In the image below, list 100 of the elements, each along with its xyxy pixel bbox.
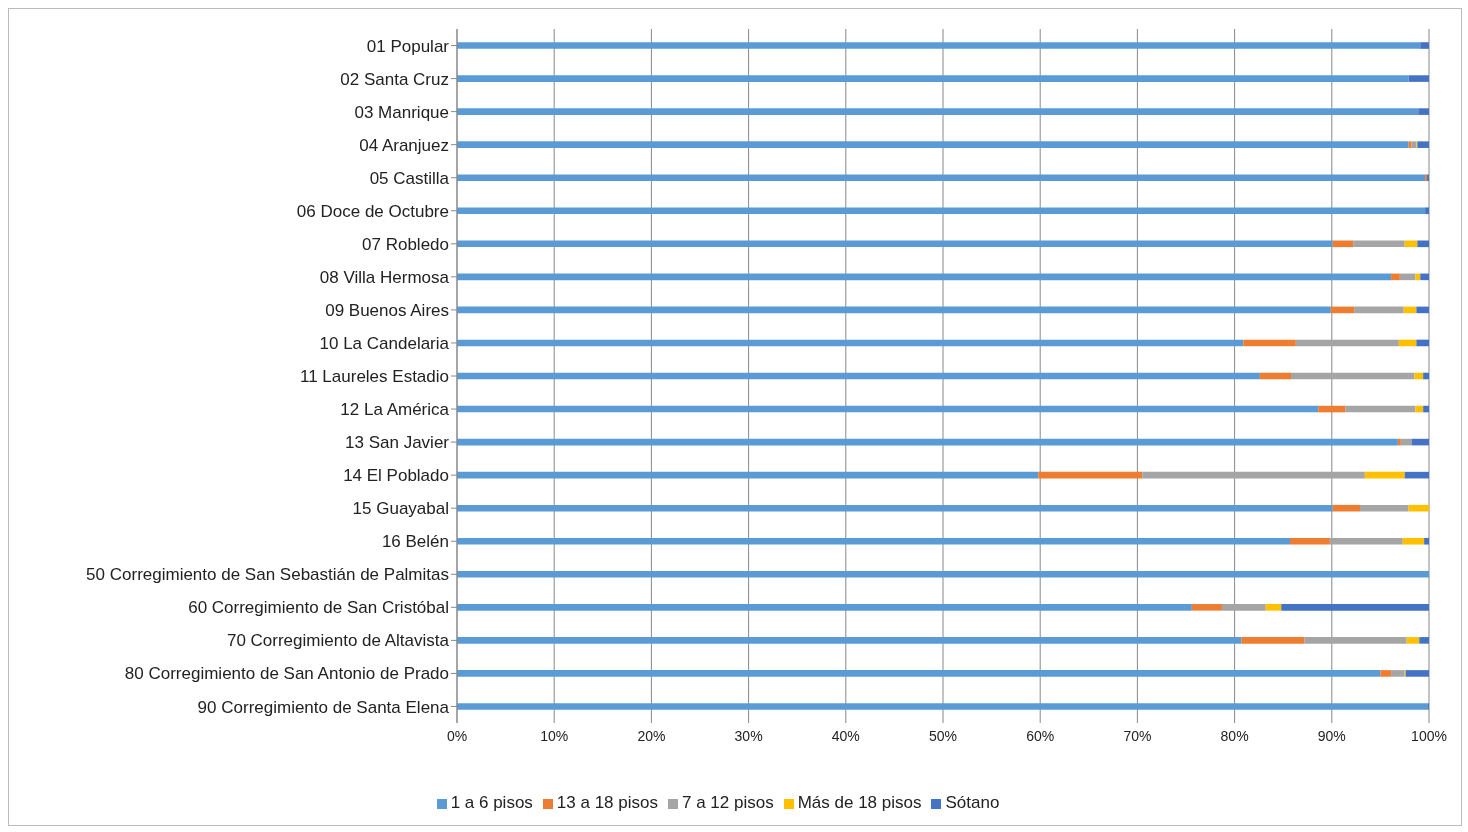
bar (1359, 504, 1409, 512)
bar (1354, 306, 1404, 314)
bar (1364, 471, 1405, 479)
bar (457, 537, 1290, 545)
bar (1290, 372, 1415, 380)
bar (1418, 108, 1429, 115)
bar (457, 306, 1331, 314)
bar (1408, 75, 1429, 82)
legend-label: Más de 18 pisos (797, 793, 922, 812)
bar (457, 174, 1426, 182)
bar (1419, 637, 1429, 644)
y-tick-label: 14 El Poblado (343, 466, 449, 486)
y-tick-label: 16 Belén (381, 532, 449, 552)
bar (1265, 604, 1282, 611)
legend-label: 1 a 6 pisos (450, 793, 533, 812)
y-tick-label: 09 Buenos Aires (325, 300, 449, 320)
bar (1416, 306, 1429, 314)
bar (1415, 273, 1421, 281)
bar (1416, 339, 1429, 347)
bar (1415, 405, 1424, 413)
y-tick-label: 08 Villa Hermosa (319, 267, 450, 287)
y-tick-label: 80 Corregimiento de San Antonio de Prado (124, 664, 449, 684)
bar (457, 207, 1426, 215)
bar (457, 240, 1333, 248)
bar (1318, 405, 1346, 413)
bar (1221, 604, 1266, 611)
y-tick-label: 01 Popular (366, 36, 450, 56)
y-tick-label: 10 La Candelaria (319, 333, 450, 353)
y-tick-label: 06 Doce de Octubre (296, 201, 449, 221)
bar (1391, 273, 1400, 281)
bar (1243, 339, 1296, 347)
bar (1425, 207, 1429, 215)
y-tick-label: 03 Manrique (354, 102, 449, 122)
bar (1329, 537, 1403, 545)
bar (457, 108, 1419, 115)
x-tick-label: 0% (446, 727, 468, 744)
x-tick-label: 70% (1123, 727, 1152, 744)
bar (457, 75, 1409, 82)
y-tick-label: 70 Corregimiento de Altavista (226, 631, 450, 651)
bar (457, 42, 1421, 49)
bar (1259, 372, 1291, 380)
y-tick-label: 05 Castilla (369, 168, 450, 188)
bar (457, 339, 1244, 347)
bar (1391, 670, 1405, 677)
bar (457, 141, 1409, 148)
bar (1295, 339, 1399, 347)
x-tick-label: 20% (637, 727, 666, 744)
y-tick-label: 11 Laureles Estadio (299, 367, 449, 387)
bar (1408, 141, 1412, 148)
bar (457, 703, 1429, 710)
bar (1038, 471, 1143, 479)
bar (457, 637, 1242, 644)
bar (457, 471, 1039, 479)
bar (1241, 637, 1305, 644)
legend-label: 7 a 12 pisos (682, 793, 774, 812)
x-tick-label: 50% (928, 727, 958, 744)
bar (1405, 670, 1429, 677)
bar (1397, 438, 1401, 446)
bar (1330, 306, 1355, 314)
bar (1417, 240, 1429, 248)
y-tick-label: 13 San Javier (345, 433, 450, 453)
bar (1420, 42, 1429, 49)
bar (1345, 405, 1416, 413)
y-tick-label: 07 Robledo (362, 234, 449, 254)
bar (1142, 471, 1365, 479)
bar (457, 405, 1319, 413)
bar (1417, 141, 1429, 148)
y-tick-label: 02 Santa Cruz (340, 69, 449, 89)
y-tick-label: 12 La América (340, 400, 450, 420)
bar (457, 570, 1429, 578)
bar (1414, 372, 1424, 380)
bar (1423, 372, 1429, 380)
x-tick-label: 100% (1411, 727, 1447, 744)
bar (1332, 504, 1360, 512)
legend-label: 13 a 18 pisos (556, 793, 658, 812)
legend-label: Sótano (945, 793, 1000, 812)
y-tick-label: 04 Aranjuez (359, 135, 449, 155)
bar (457, 372, 1260, 380)
bar (1402, 537, 1425, 545)
bar (1380, 670, 1392, 677)
x-tick-label: 60% (1026, 727, 1055, 744)
y-tick-label: 15 Guayabal (352, 499, 449, 519)
y-tick-label: 50 Corregimiento de San Sebastián de Palmitas (86, 565, 449, 585)
bar (1304, 637, 1407, 644)
x-tick-label: 30% (734, 727, 763, 744)
bar (457, 604, 1192, 611)
bar (1423, 405, 1429, 413)
bar (1281, 604, 1429, 611)
x-tick-label: 10% (540, 727, 569, 744)
bar (1353, 240, 1405, 248)
bar (1424, 537, 1429, 545)
x-tick-label: 40% (831, 727, 860, 744)
bar (1290, 537, 1330, 545)
y-tick-label: 60 Corregimiento de San Cristóbal (188, 598, 449, 618)
bar (457, 670, 1381, 677)
bar (457, 438, 1398, 446)
y-tick-label: 90 Corregimiento de Santa Elena (197, 697, 450, 717)
bar (1420, 273, 1429, 281)
bar (1191, 604, 1222, 611)
bar (457, 273, 1392, 281)
